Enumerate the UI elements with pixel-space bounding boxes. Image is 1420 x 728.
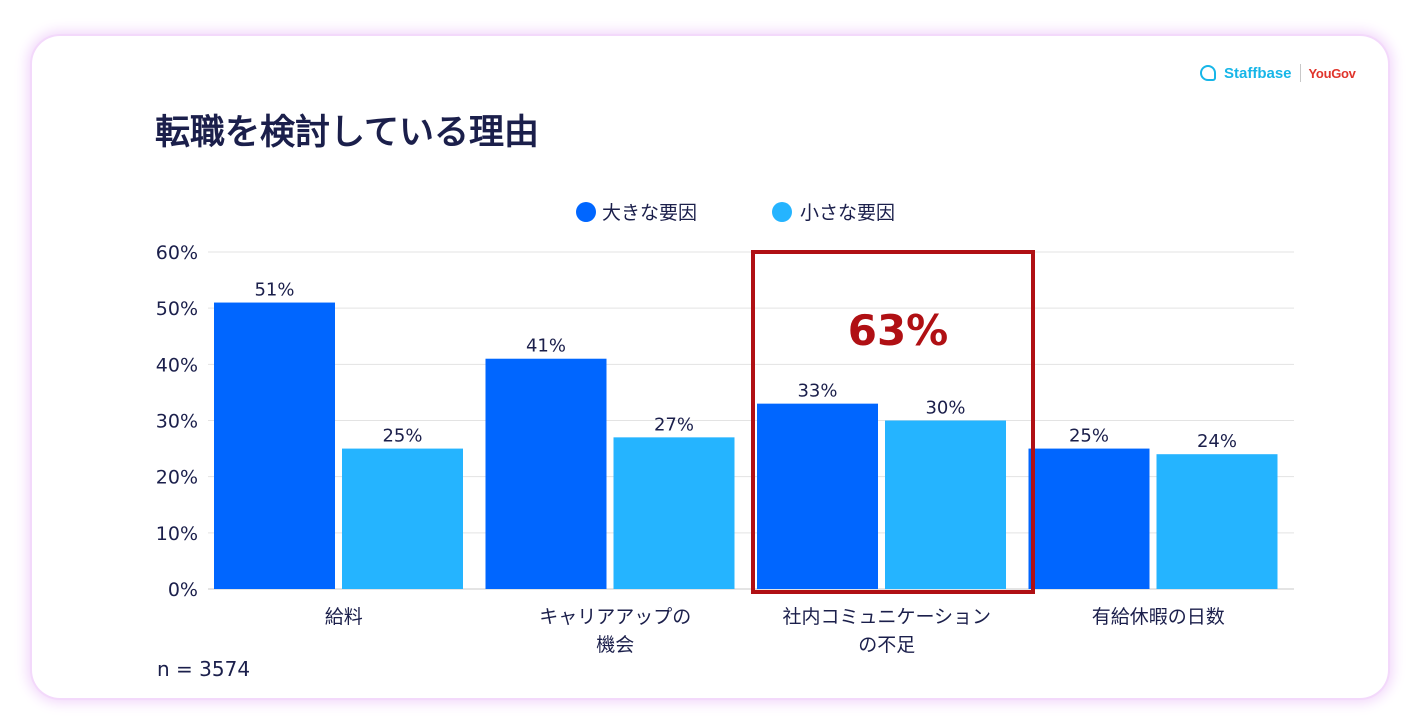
staffbase-logo-icon: [1200, 65, 1216, 81]
data-label: 27%: [654, 414, 694, 435]
brand-logo: Staffbase YouGov: [1200, 62, 1356, 84]
y-tick-label: 10%: [156, 523, 198, 545]
y-tick-label: 40%: [156, 354, 198, 376]
x-tick-label: の不足: [858, 634, 915, 656]
data-label: 41%: [526, 336, 566, 357]
bar: [1156, 454, 1278, 589]
data-label: 24%: [1197, 431, 1237, 452]
yougov-wordmark: YouGov: [1308, 65, 1356, 81]
x-tick-label: 社内コミュニケーション: [782, 606, 991, 628]
bar: [613, 437, 735, 589]
x-tick-label: 有給休暇の日数: [1092, 606, 1225, 628]
legend-swatch: [772, 202, 792, 222]
sample-size-note: n = 3574: [157, 657, 251, 681]
logo-divider: [1299, 64, 1301, 82]
x-tick-label: 給料: [325, 606, 363, 628]
bar: [214, 302, 335, 589]
data-label: 25%: [382, 426, 422, 447]
chart-title: 転職を検討している理由: [155, 113, 539, 153]
bar: [342, 448, 463, 589]
x-tick-label: キャリアアップの: [539, 606, 691, 628]
data-label: 33%: [797, 381, 837, 402]
y-tick-label: 30%: [156, 411, 198, 433]
y-tick-label: 20%: [156, 467, 198, 489]
bar: [757, 403, 878, 589]
y-tick-label: 0%: [168, 579, 198, 601]
data-label: 25%: [1069, 426, 1109, 447]
highlight-box: [751, 250, 1035, 594]
highlight-total-label: 63%: [847, 306, 949, 355]
y-tick-label: 50%: [156, 298, 198, 320]
bar: [485, 358, 607, 589]
legend-label: 小さな要因: [800, 202, 895, 224]
data-label: 51%: [254, 280, 294, 301]
bar: [885, 420, 1006, 589]
staffbase-wordmark: Staffbase: [1224, 64, 1292, 82]
bar: [1028, 448, 1150, 589]
x-tick-label: 機会: [596, 634, 634, 656]
data-label: 30%: [925, 398, 965, 419]
y-tick-label: 60%: [156, 242, 198, 264]
legend-label: 大きな要因: [602, 202, 697, 224]
legend-swatch: [576, 202, 596, 222]
